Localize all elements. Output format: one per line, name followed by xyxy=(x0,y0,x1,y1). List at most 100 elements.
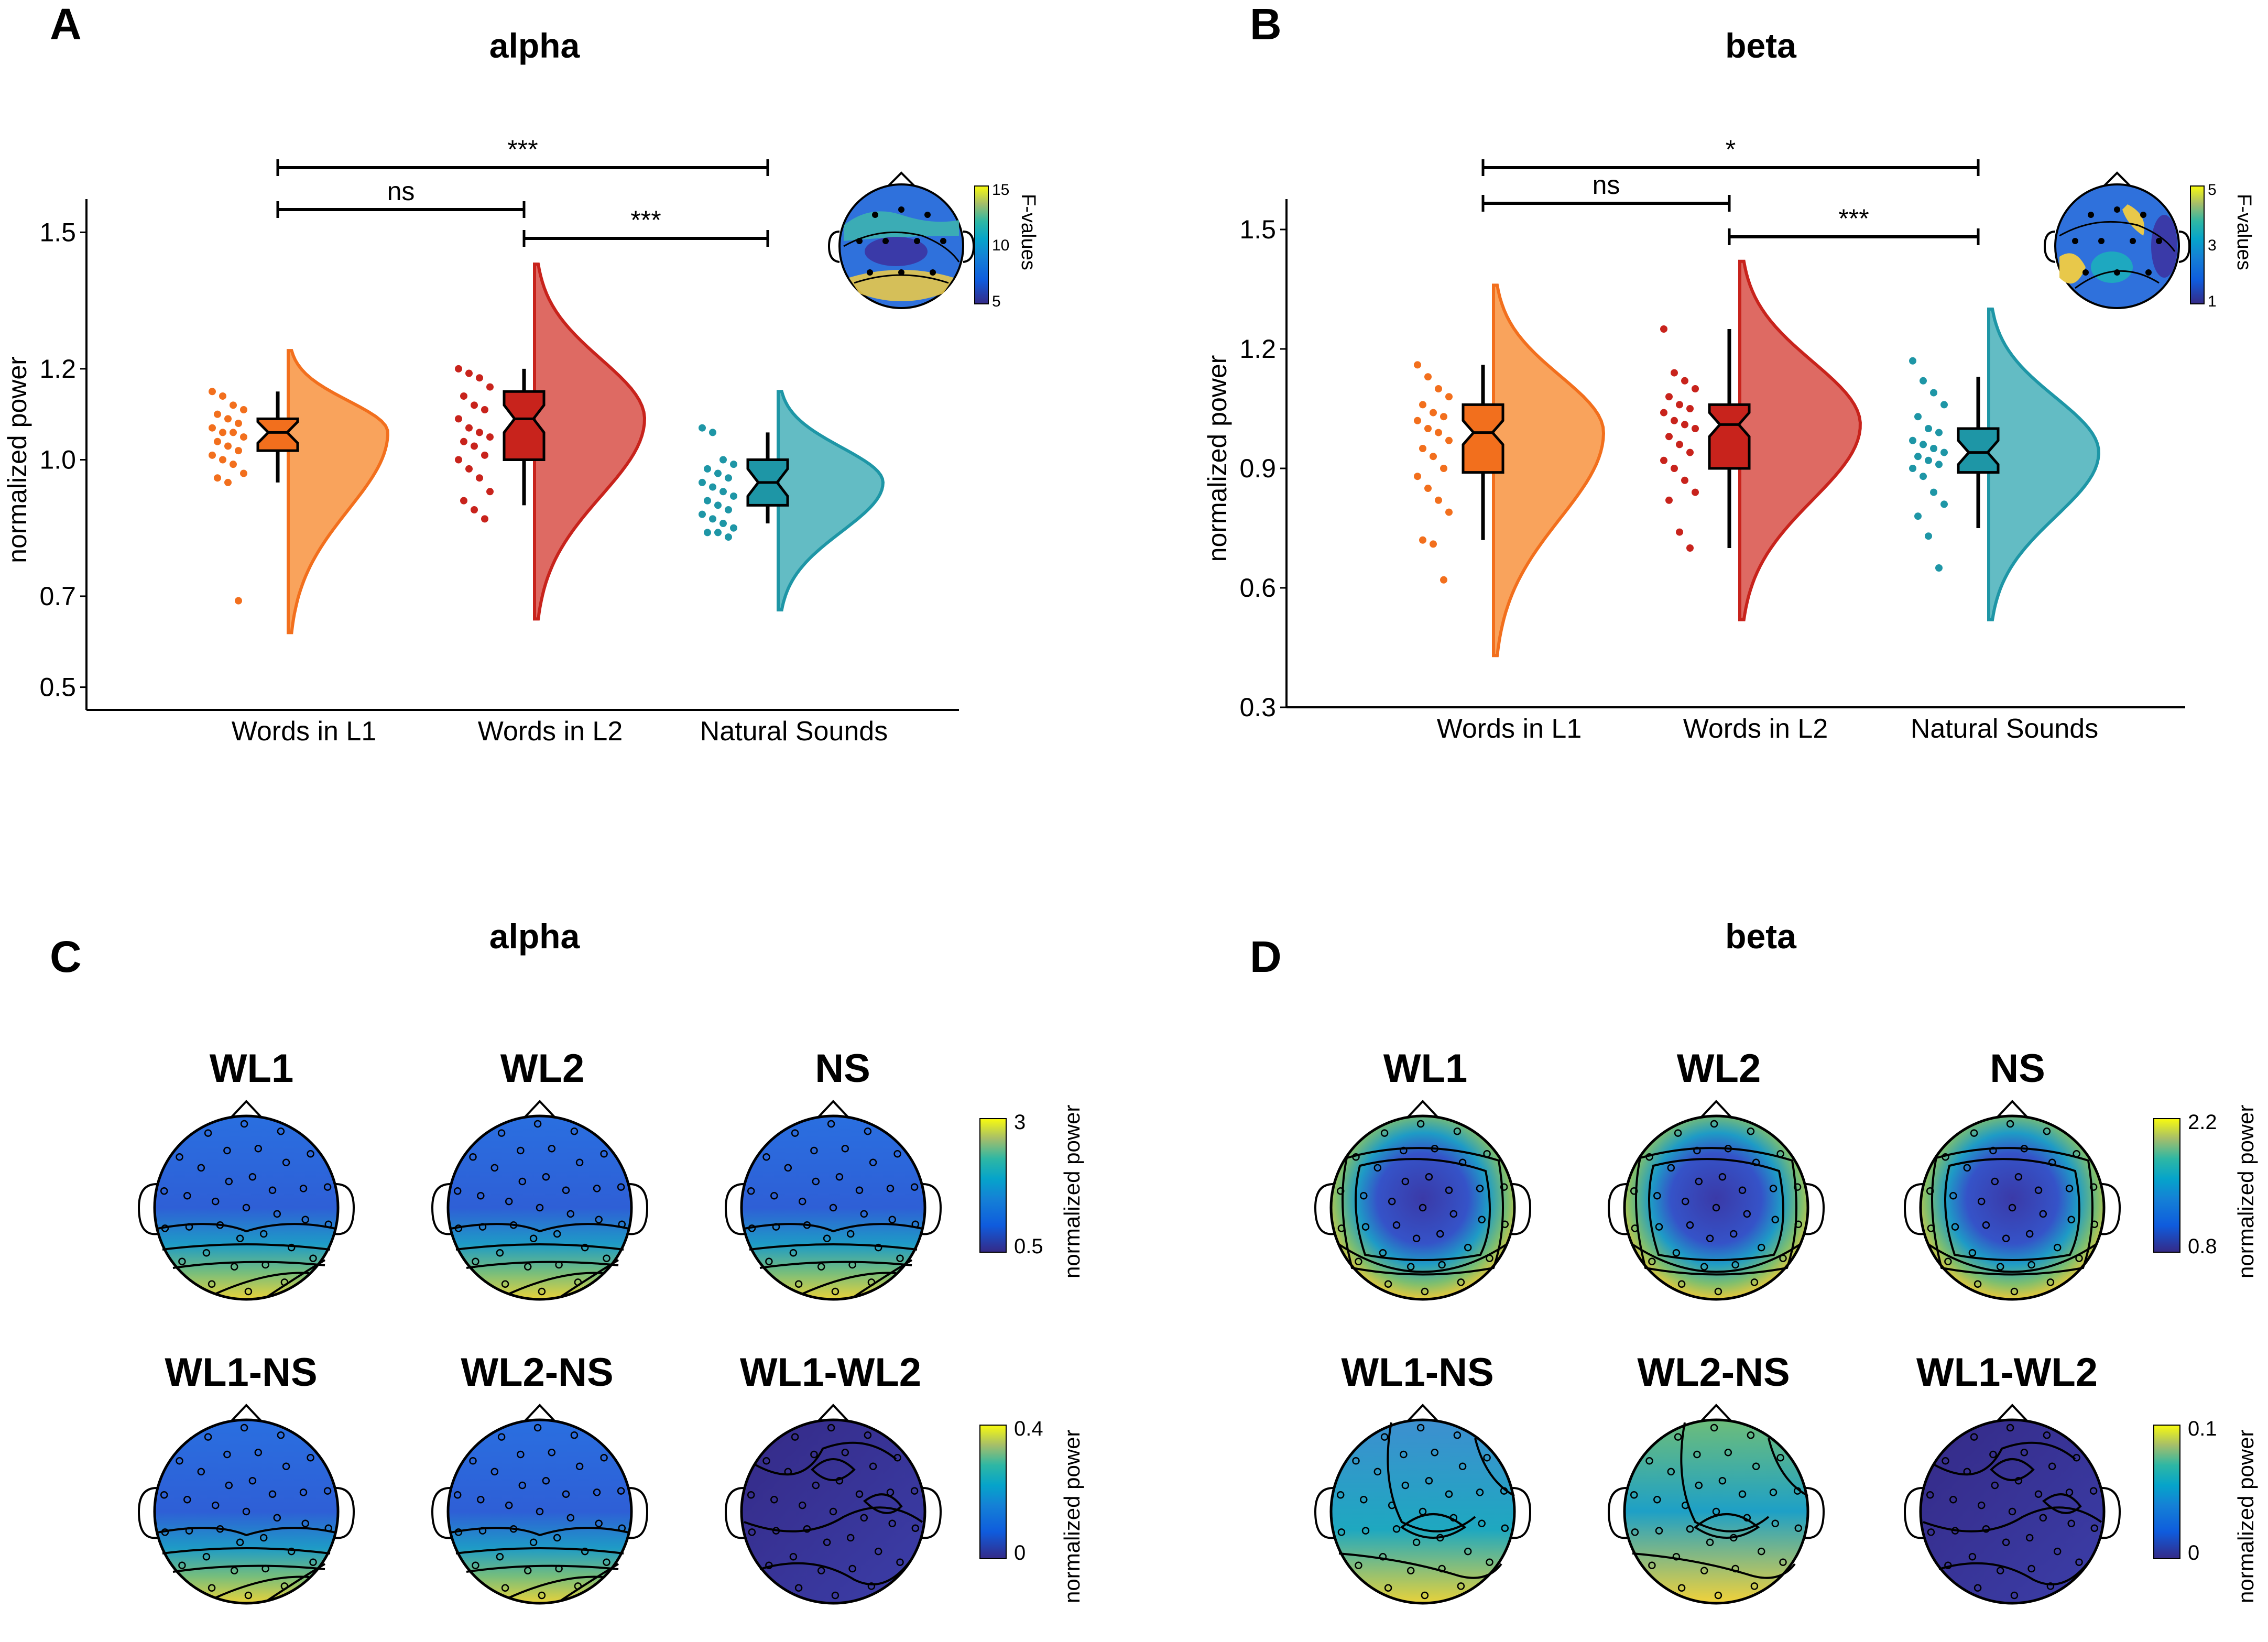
electrode xyxy=(1380,1129,1389,1137)
topo-title-d-wl1-wl2: WL1-WL2 xyxy=(1916,1350,2098,1395)
electrode xyxy=(183,1191,191,1200)
topomap-c-wl1 xyxy=(137,1100,355,1301)
electrode xyxy=(1743,1514,1751,1522)
mini-b-label: F-values xyxy=(2233,194,2255,270)
electrode xyxy=(831,1591,839,1600)
topo-title-c-wl1-ns: WL1-NS xyxy=(165,1350,317,1395)
electrode xyxy=(570,1127,579,1135)
violin-density xyxy=(1987,308,2100,621)
electrode xyxy=(240,1424,248,1432)
data-point xyxy=(230,401,237,409)
electrode xyxy=(2039,1514,2047,1522)
scalp-outline xyxy=(153,1418,340,1605)
electrode xyxy=(874,1243,882,1252)
data-point xyxy=(460,392,467,400)
electrode xyxy=(529,1234,538,1243)
electrode xyxy=(453,1491,462,1499)
electrode xyxy=(848,1564,856,1573)
electrode xyxy=(1731,1261,1739,1269)
electrode xyxy=(1982,1525,1990,1533)
ear-left xyxy=(724,1183,745,1235)
data-point xyxy=(1430,453,1437,461)
electrode xyxy=(1458,1462,1467,1471)
electrode xyxy=(2067,1519,2075,1528)
electrode xyxy=(1476,1185,1484,1192)
data-point xyxy=(704,529,711,537)
electrode xyxy=(1794,1524,1803,1532)
electrode xyxy=(827,1120,835,1128)
data-point xyxy=(1671,417,1678,424)
electrode xyxy=(1631,1224,1639,1232)
electrode xyxy=(1779,1254,1787,1262)
electrode xyxy=(204,1129,212,1137)
electrode xyxy=(829,1203,837,1212)
nose-outline xyxy=(522,1404,558,1424)
electrode xyxy=(208,1584,216,1592)
electrode xyxy=(893,1453,901,1462)
electrode xyxy=(1438,1261,1446,1269)
electrode xyxy=(1752,1462,1760,1471)
electrode xyxy=(533,1424,542,1432)
data-point xyxy=(240,469,247,477)
data-point xyxy=(1430,540,1437,548)
scalp-fill xyxy=(742,1116,925,1299)
ear-right xyxy=(1511,1487,1532,1539)
electrode xyxy=(1500,1183,1508,1191)
data-point xyxy=(455,456,462,464)
electrode xyxy=(1681,1197,1689,1206)
electrode xyxy=(1436,1230,1444,1238)
electrode xyxy=(603,1254,610,1262)
electrode xyxy=(593,1488,601,1496)
electrode xyxy=(202,1249,211,1257)
scalp-fill xyxy=(742,1420,925,1603)
y-tick-label: 1.5 xyxy=(1239,215,1276,244)
electrode xyxy=(299,1488,308,1496)
electrode xyxy=(1501,1220,1509,1229)
electrode xyxy=(794,1584,803,1592)
electrode xyxy=(1973,1584,1982,1592)
topomap-c-wl1-ns xyxy=(137,1404,355,1605)
data-point xyxy=(1909,357,1916,365)
data-point xyxy=(1676,528,1683,536)
electrode xyxy=(536,1203,544,1212)
contour-line xyxy=(811,1458,856,1481)
data-point xyxy=(1681,377,1688,385)
data-point xyxy=(1935,461,1943,468)
electrode xyxy=(1406,1263,1415,1271)
electrode xyxy=(1464,1547,1472,1556)
data-point xyxy=(1665,393,1673,401)
electrode xyxy=(2043,1431,2051,1439)
electrode xyxy=(791,1129,799,1137)
electrode xyxy=(1457,1278,1465,1286)
electrode xyxy=(896,1254,904,1262)
electrode xyxy=(1406,1567,1415,1574)
ear-right xyxy=(1804,1183,1825,1235)
electrode xyxy=(1483,1150,1491,1158)
electrode xyxy=(772,1223,780,1231)
data-point xyxy=(1940,401,1948,409)
colorbar-d-bottom: 0.1 0 normalized power xyxy=(2153,1417,2258,1603)
electrode xyxy=(277,1127,285,1135)
electrode xyxy=(1445,1186,1453,1195)
electrode xyxy=(846,1230,855,1238)
electrode xyxy=(472,1561,479,1570)
electrode xyxy=(1425,1476,1433,1485)
topomap-c-ns xyxy=(724,1100,942,1301)
electrode xyxy=(2034,1490,2043,1498)
electrode xyxy=(770,1191,778,1200)
electrode xyxy=(242,1203,250,1212)
data-point xyxy=(725,506,732,513)
electrode xyxy=(1421,1287,1429,1296)
electrode xyxy=(178,1561,186,1570)
electrode xyxy=(784,1468,792,1476)
electrode xyxy=(1453,1127,1462,1135)
data-point xyxy=(240,433,247,441)
data-point xyxy=(230,429,237,436)
electrode xyxy=(282,1462,290,1471)
nose-outline xyxy=(1698,1404,1734,1424)
electrode xyxy=(1693,1450,1701,1459)
contour-line xyxy=(801,1272,897,1295)
contour-line xyxy=(1768,1438,1808,1497)
data-point xyxy=(699,510,706,518)
electrode xyxy=(762,1153,770,1161)
